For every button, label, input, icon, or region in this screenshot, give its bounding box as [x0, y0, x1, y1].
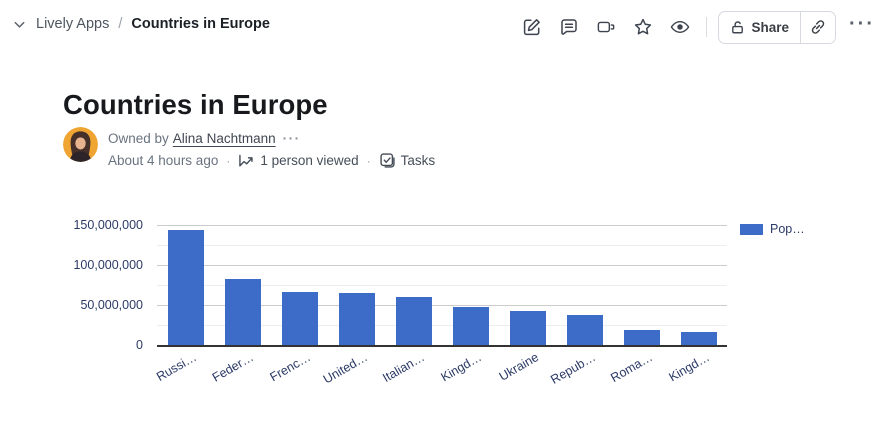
bar-frenc[interactable] [281, 292, 318, 345]
y-tick-label: 150,000,000 [73, 218, 143, 232]
viewers-count[interactable]: 1 person viewed [260, 153, 359, 168]
major-gridline [157, 305, 727, 306]
topbar-actions: Share ··· [505, 10, 875, 44]
breadcrumb: Lively Apps / Countries in Europe [12, 16, 270, 32]
bar-kingd[interactable] [452, 307, 489, 345]
y-tick-label: 0 [136, 338, 143, 352]
share-button[interactable]: Share [719, 12, 800, 43]
top-bar: Lively Apps / Countries in Europe [0, 0, 885, 54]
x-axis-baseline [157, 345, 727, 347]
chevron-down-icon[interactable] [12, 17, 27, 32]
owner-avatar[interactable] [63, 127, 98, 162]
edit-icon[interactable] [522, 17, 542, 37]
share-button-label: Share [751, 19, 790, 35]
major-gridline [157, 265, 727, 266]
eye-icon[interactable] [670, 19, 690, 35]
meta-separator: · [366, 153, 371, 168]
chart-plot [157, 225, 727, 347]
last-edited-time: About 4 hours ago [108, 153, 219, 168]
doc-meta-row: About 4 hours ago · 1 person viewed · Ta… [108, 152, 435, 169]
y-tick-label: 50,000,000 [80, 298, 143, 312]
chart-legend: Pop… [740, 222, 805, 236]
tasks-icon [379, 152, 396, 169]
bar-feder[interactable] [224, 279, 261, 345]
bar-repub[interactable] [566, 315, 603, 345]
owner-row: Owned by Alina Nachtmann ··· [108, 131, 301, 146]
legend-label: Pop… [770, 222, 805, 236]
owner-name-link[interactable]: Alina Nachtmann [172, 131, 276, 146]
comment-icon[interactable] [559, 17, 579, 37]
star-icon[interactable] [633, 17, 653, 37]
minor-gridline [157, 325, 727, 326]
y-tick-label: 100,000,000 [73, 258, 143, 272]
breadcrumb-current[interactable]: Countries in Europe [131, 16, 270, 32]
bar-united[interactable] [338, 292, 375, 345]
trend-chart-icon [238, 153, 255, 168]
topbar-divider [706, 17, 708, 37]
meta-separator: · [226, 153, 231, 168]
lock-open-icon [730, 20, 745, 35]
share-button-group: Share [718, 10, 837, 44]
major-gridline [157, 225, 727, 226]
more-options-button[interactable]: ··· [849, 13, 875, 35]
bar-ukraine[interactable] [509, 310, 546, 345]
bar-italian[interactable] [395, 297, 432, 345]
link-icon [809, 18, 827, 36]
breadcrumb-separator: / [118, 16, 123, 32]
legend-swatch [740, 223, 763, 235]
bar-russi[interactable] [167, 230, 204, 345]
population-bar-chart: 0 50,000,000 100,000,000 150,000,000 Russi…… [0, 200, 885, 415]
breadcrumb-parent[interactable]: Lively Apps [36, 16, 110, 32]
minor-gridline [157, 285, 727, 286]
minor-gridline [157, 245, 727, 246]
bar-kingd[interactable] [680, 332, 717, 345]
tasks-link[interactable]: Tasks [400, 153, 436, 168]
owned-by-label: Owned by [108, 131, 169, 146]
owner-more-button[interactable]: ··· [282, 131, 301, 146]
video-icon[interactable] [596, 17, 616, 37]
page-title[interactable]: Countries in Europe [63, 89, 328, 121]
bar-roma[interactable] [623, 330, 660, 345]
copy-link-button[interactable] [800, 11, 835, 43]
